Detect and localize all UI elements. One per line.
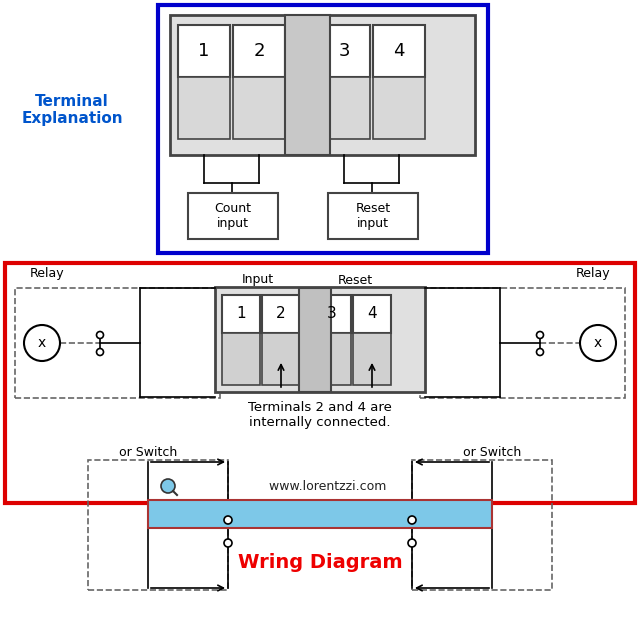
Text: x: x xyxy=(38,336,46,350)
Text: x: x xyxy=(594,336,602,350)
Text: Terminal
Explanation: Terminal Explanation xyxy=(21,94,123,126)
Bar xyxy=(328,193,418,239)
Text: 3: 3 xyxy=(327,307,337,321)
Bar xyxy=(222,333,260,385)
Bar xyxy=(313,333,351,385)
Bar xyxy=(318,77,370,139)
Text: 3: 3 xyxy=(339,42,349,60)
Circle shape xyxy=(224,516,232,524)
Bar xyxy=(158,5,488,253)
Text: Relay: Relay xyxy=(575,266,610,280)
Circle shape xyxy=(580,325,616,361)
Circle shape xyxy=(97,349,104,355)
Bar xyxy=(373,77,425,139)
Bar xyxy=(178,25,230,77)
Bar xyxy=(170,15,475,155)
Text: 4: 4 xyxy=(393,42,404,60)
Text: 4: 4 xyxy=(367,307,377,321)
Text: 1: 1 xyxy=(198,42,210,60)
Bar xyxy=(412,460,552,590)
Circle shape xyxy=(224,539,232,547)
Text: 2: 2 xyxy=(276,307,286,321)
Bar xyxy=(285,15,330,155)
Text: www.lorentzzi.com: www.lorentzzi.com xyxy=(253,479,387,493)
Bar xyxy=(148,500,492,528)
Bar xyxy=(222,295,260,333)
Text: Input: Input xyxy=(242,273,274,287)
Bar xyxy=(420,288,625,398)
Bar xyxy=(373,25,425,77)
Circle shape xyxy=(536,349,543,355)
Bar xyxy=(353,333,391,385)
Text: Reset
input: Reset input xyxy=(355,202,390,230)
Bar xyxy=(299,288,331,392)
Bar xyxy=(313,295,351,333)
Text: Reset: Reset xyxy=(337,273,372,287)
Bar xyxy=(5,263,635,503)
Bar xyxy=(215,287,425,392)
Bar xyxy=(178,77,230,139)
Text: or Switch: or Switch xyxy=(463,445,521,458)
Text: Count
input: Count input xyxy=(214,202,252,230)
Circle shape xyxy=(24,325,60,361)
Circle shape xyxy=(536,332,543,339)
Text: Relay: Relay xyxy=(30,266,65,280)
Text: 1: 1 xyxy=(236,307,246,321)
Bar xyxy=(318,25,370,77)
Circle shape xyxy=(408,539,416,547)
Bar xyxy=(233,77,285,139)
Text: or Switch: or Switch xyxy=(119,445,177,458)
Text: Terminals 2 and 4 are
internally connected.: Terminals 2 and 4 are internally connect… xyxy=(248,401,392,429)
Bar xyxy=(188,193,278,239)
Bar xyxy=(353,295,391,333)
Circle shape xyxy=(408,516,416,524)
Bar xyxy=(262,295,300,333)
Bar xyxy=(233,25,285,77)
Bar xyxy=(88,460,228,590)
Text: 2: 2 xyxy=(253,42,265,60)
Text: Wring Diagram: Wring Diagram xyxy=(237,552,403,572)
Circle shape xyxy=(97,332,104,339)
Bar xyxy=(262,333,300,385)
Circle shape xyxy=(161,479,175,493)
Bar xyxy=(15,288,220,398)
